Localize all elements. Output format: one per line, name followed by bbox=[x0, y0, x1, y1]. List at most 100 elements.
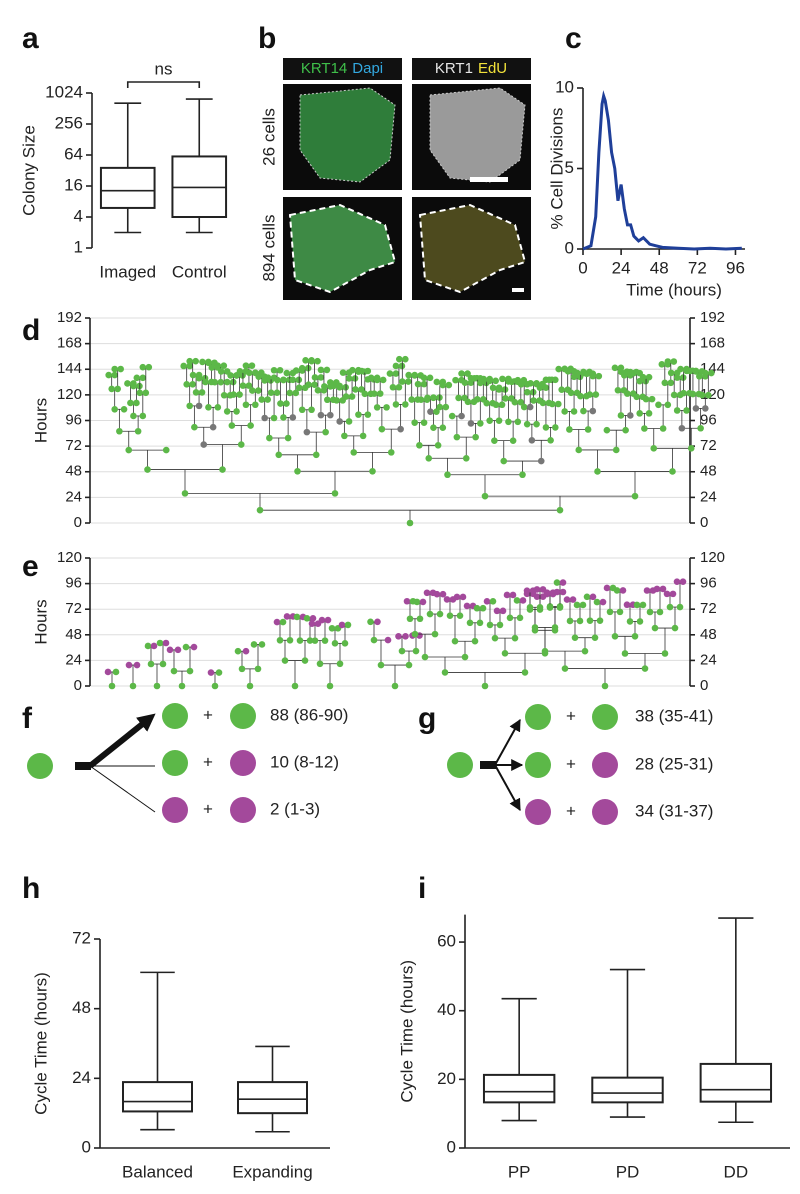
cell-node bbox=[573, 601, 581, 609]
cell-node bbox=[402, 401, 409, 408]
cell-node bbox=[303, 428, 311, 436]
cell-node bbox=[402, 633, 409, 640]
cell-node bbox=[495, 417, 503, 424]
cell-node bbox=[373, 404, 381, 411]
cell-node bbox=[289, 376, 297, 384]
cell-node bbox=[603, 584, 611, 592]
cell-node bbox=[328, 624, 336, 632]
y-tick-label: 0 bbox=[74, 514, 82, 531]
y2-tick-label: 24 bbox=[700, 651, 717, 668]
cell-node bbox=[511, 634, 519, 642]
cell-node bbox=[648, 395, 656, 403]
cell-node bbox=[471, 374, 478, 382]
cell-node bbox=[473, 604, 481, 612]
plus-sign: + bbox=[566, 706, 576, 725]
cell-node bbox=[528, 437, 536, 444]
cell-node bbox=[641, 425, 648, 432]
cell-node bbox=[215, 669, 223, 676]
cell-node bbox=[439, 424, 447, 431]
cell-node bbox=[567, 389, 575, 397]
cell-node bbox=[626, 618, 634, 625]
cell-node bbox=[445, 381, 453, 389]
cell-node bbox=[492, 401, 500, 409]
cell-count-label: 894 cells bbox=[259, 214, 278, 281]
cell-node bbox=[439, 590, 447, 598]
cell-node bbox=[456, 612, 464, 620]
y-tick-label: 168 bbox=[57, 335, 82, 352]
cell-node bbox=[462, 454, 470, 462]
cell-node bbox=[108, 385, 115, 393]
cell-node bbox=[680, 389, 687, 397]
cell-node bbox=[539, 399, 547, 407]
cell-node bbox=[547, 437, 554, 444]
cell-node bbox=[439, 381, 447, 389]
cell-node bbox=[523, 420, 531, 428]
x-tick-label: 0 bbox=[578, 258, 587, 277]
panel-label: g bbox=[418, 702, 436, 735]
cell-node bbox=[552, 424, 559, 431]
cell-node bbox=[364, 367, 372, 375]
cell-node bbox=[506, 614, 514, 622]
cell-node bbox=[442, 403, 450, 411]
cell-node bbox=[252, 401, 259, 409]
cell-node bbox=[663, 590, 671, 598]
cell-node bbox=[308, 357, 315, 365]
cell-node bbox=[616, 608, 624, 616]
cell-node bbox=[505, 418, 512, 426]
cell-node bbox=[455, 394, 462, 402]
cell-node bbox=[341, 640, 349, 647]
cell-node bbox=[646, 608, 654, 616]
box bbox=[237, 1081, 308, 1115]
cell-node bbox=[289, 414, 297, 421]
cell-node bbox=[697, 424, 704, 432]
cell-node bbox=[217, 368, 225, 375]
lineage-tree bbox=[105, 355, 715, 527]
y-tick-label: 40 bbox=[437, 1000, 456, 1019]
cell-node bbox=[387, 449, 395, 456]
cell-node bbox=[130, 412, 137, 420]
x-tick-label: Balanced bbox=[122, 1162, 193, 1181]
cell-node bbox=[392, 401, 400, 408]
cell-node bbox=[359, 432, 367, 440]
cell-node bbox=[174, 646, 182, 654]
cell-node bbox=[599, 598, 607, 606]
fate-percentage: 88 (86-90) bbox=[270, 705, 348, 724]
cell-node bbox=[111, 365, 118, 373]
cell-node bbox=[223, 378, 231, 386]
cell-node bbox=[133, 661, 141, 669]
cell-node bbox=[246, 682, 254, 690]
y-tick-label: 0 bbox=[82, 1137, 91, 1156]
panel-label: a bbox=[22, 22, 39, 55]
cell-node bbox=[190, 643, 198, 651]
cell-node bbox=[322, 428, 329, 436]
cell-node bbox=[292, 389, 300, 397]
cell-node bbox=[112, 668, 120, 676]
cell-node bbox=[280, 376, 287, 384]
cell-node bbox=[256, 506, 264, 514]
cell-node bbox=[425, 454, 433, 462]
y-tick-label: 0 bbox=[565, 238, 574, 257]
cell-node bbox=[377, 661, 385, 669]
cell-node bbox=[249, 387, 256, 394]
cell-node bbox=[402, 355, 409, 363]
cell-node bbox=[639, 601, 647, 609]
y-tick-label: 1 bbox=[74, 237, 83, 256]
y-tick-label: 24 bbox=[65, 488, 82, 505]
cell-node bbox=[420, 419, 428, 426]
cell-node bbox=[180, 362, 187, 370]
cell-node bbox=[309, 615, 317, 622]
cell-node bbox=[589, 593, 597, 601]
cell-node bbox=[479, 604, 487, 612]
cell-node bbox=[436, 403, 444, 411]
cell-node bbox=[258, 641, 266, 648]
cell-node bbox=[406, 615, 414, 623]
plus-sign: + bbox=[566, 754, 576, 773]
cell-node bbox=[344, 621, 352, 629]
cell-node bbox=[566, 426, 573, 433]
cell-node bbox=[370, 390, 378, 397]
cell-node bbox=[189, 381, 196, 388]
plus-sign: + bbox=[203, 752, 213, 771]
cell-node bbox=[471, 637, 479, 645]
cell-node bbox=[669, 468, 676, 475]
cell-node bbox=[617, 412, 625, 419]
